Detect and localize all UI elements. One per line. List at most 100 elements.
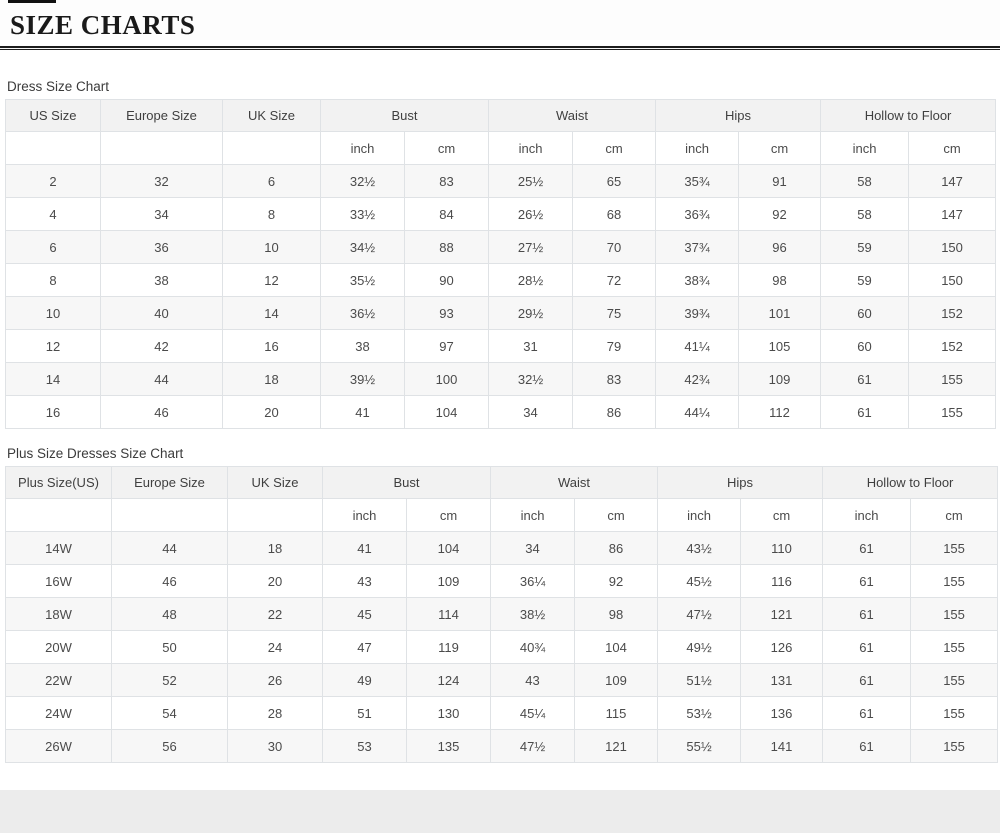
value-cell: 49½ <box>657 630 742 664</box>
value-cell: 92 <box>738 197 822 231</box>
value-cell: 155 <box>910 531 999 565</box>
value-cell: 53 <box>322 729 407 763</box>
value-cell: 98 <box>738 263 822 297</box>
value-cell: 49 <box>322 663 407 697</box>
value-cell: 20 <box>227 564 323 598</box>
value-cell: 58 <box>820 197 910 231</box>
value-cell: 44 <box>111 531 228 565</box>
value-cell: 61 <box>822 630 912 664</box>
value-cell: 60 <box>820 296 910 330</box>
value-cell: 47½ <box>657 597 742 631</box>
value-cell: 61 <box>820 362 910 396</box>
value-cell: 38¾ <box>655 263 740 297</box>
table-row: 18W 48 22 45 114 38½ 98 47½ 121 61 155 <box>5 597 999 631</box>
value-cell: 47½ <box>490 729 576 763</box>
value-cell: 33½ <box>320 197 405 231</box>
size-cell: 20W <box>5 630 112 664</box>
value-cell: 44 <box>100 362 223 396</box>
value-cell: 44¼ <box>655 395 740 429</box>
measurement-column-header: Hips <box>657 466 824 499</box>
value-cell: 46 <box>100 395 223 429</box>
unit-header: inch <box>320 131 405 165</box>
value-cell: 126 <box>740 630 824 664</box>
value-cell: 51½ <box>657 663 742 697</box>
value-cell: 50 <box>111 630 228 664</box>
value-cell: 18 <box>222 362 321 396</box>
bottom-gray-band <box>0 790 1000 833</box>
unit-header: cm <box>740 498 824 532</box>
value-cell: 75 <box>572 296 657 330</box>
value-cell: 84 <box>403 197 490 231</box>
value-cell: 155 <box>910 696 999 730</box>
empty-cell <box>227 498 323 532</box>
value-cell: 42¾ <box>655 362 740 396</box>
value-cell: 150 <box>908 230 997 264</box>
value-cell: 135 <box>405 729 492 763</box>
value-cell: 45½ <box>657 564 742 598</box>
value-cell: 92 <box>574 564 659 598</box>
table-body: 2 32 6 32½ 83 25½ 65 35¾ 91 58 147 4 34 8 33½ 84 26½ 68 36… <box>5 164 997 429</box>
value-cell: 104 <box>574 630 659 664</box>
value-cell: 35½ <box>320 263 405 297</box>
value-cell: 34 <box>100 197 223 231</box>
value-cell: 34 <box>488 395 574 429</box>
value-cell: 61 <box>822 531 912 565</box>
page-title: SIZE CHARTS <box>10 10 196 40</box>
value-cell: 119 <box>405 630 492 664</box>
table-row: 24W 54 28 51 130 45¼ 115 53½ 136 61 155 <box>5 696 999 730</box>
table-head: US Size Europe Size UK Size Bust Waist Hips Ho… <box>5 99 997 165</box>
value-cell: 100 <box>403 362 490 396</box>
unit-header: cm <box>908 131 997 165</box>
value-cell: 110 <box>740 531 824 565</box>
value-cell: 32½ <box>320 164 405 198</box>
value-cell: 28 <box>227 696 323 730</box>
size-cell: 4 <box>5 197 101 231</box>
value-cell: 121 <box>740 597 824 631</box>
size-column-header: Plus Size(US) <box>5 466 112 499</box>
value-cell: 88 <box>403 230 490 264</box>
table-row: 16W 46 20 43 109 36¼ 92 45½ 116 61 155 <box>5 564 999 598</box>
value-cell: 61 <box>822 597 912 631</box>
size-cell: 24W <box>5 696 112 730</box>
value-cell: 43½ <box>657 531 742 565</box>
size-cell: 10 <box>5 296 101 330</box>
value-cell: 31 <box>488 329 574 363</box>
unit-header: cm <box>403 131 490 165</box>
value-cell: 61 <box>822 729 912 763</box>
value-cell: 38 <box>100 263 223 297</box>
table-row: 2 32 6 32½ 83 25½ 65 35¾ 91 58 147 <box>5 164 997 198</box>
units-row: inch cm inch cm inch cm inch cm <box>5 131 997 165</box>
value-cell: 155 <box>910 663 999 697</box>
value-cell: 131 <box>740 663 824 697</box>
value-cell: 155 <box>910 597 999 631</box>
value-cell: 61 <box>822 696 912 730</box>
header-row: US Size Europe Size UK Size Bust Waist Hips Ho… <box>5 99 997 132</box>
size-cell: 14 <box>5 362 101 396</box>
header-row: Plus Size(US) Europe Size UK Size Bust Waist… <box>5 466 999 499</box>
size-column-header: Europe Size <box>111 466 228 499</box>
empty-cell <box>222 131 321 165</box>
value-cell: 59 <box>820 230 910 264</box>
value-cell: 24 <box>227 630 323 664</box>
unit-header: inch <box>488 131 574 165</box>
value-cell: 41¼ <box>655 329 740 363</box>
unit-header: cm <box>738 131 822 165</box>
size-column-header: Europe Size <box>100 99 223 132</box>
units-row: inch cm inch cm inch cm inch cm <box>5 498 999 532</box>
table-head: Plus Size(US) Europe Size UK Size Bust Waist… <box>5 466 999 532</box>
value-cell: 42 <box>100 329 223 363</box>
unit-header: inch <box>655 131 740 165</box>
value-cell: 39½ <box>320 362 405 396</box>
dress-size-table: US Size Europe Size UK Size Bust Waist Hips Ho… <box>5 99 997 429</box>
value-cell: 79 <box>572 329 657 363</box>
value-cell: 59 <box>820 263 910 297</box>
unit-header: cm <box>405 498 492 532</box>
table-caption-dress: Dress Size Chart <box>7 79 110 94</box>
size-column-header: US Size <box>5 99 101 132</box>
table-row: 6 36 10 34½ 88 27½ 70 37¾ 96 59 150 <box>5 230 997 264</box>
value-cell: 93 <box>403 296 490 330</box>
value-cell: 35¾ <box>655 164 740 198</box>
size-cell: 26W <box>5 729 112 763</box>
value-cell: 25½ <box>488 164 574 198</box>
